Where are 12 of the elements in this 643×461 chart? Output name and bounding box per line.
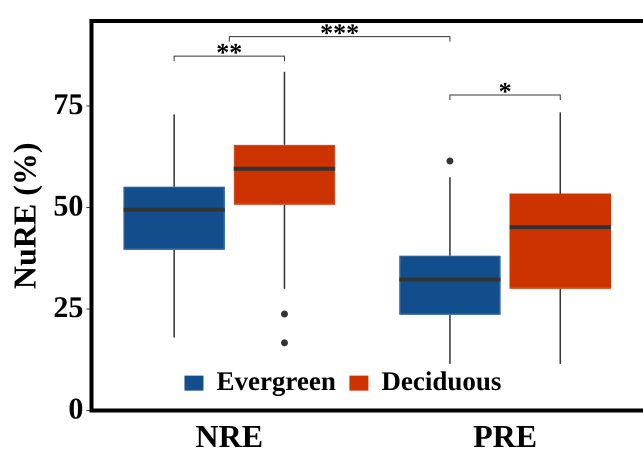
legend-label: Deciduous [381,366,502,396]
annotation: * [498,77,512,106]
legend-label: Evergreen [216,366,336,396]
y-tick-label: 25 [53,290,84,324]
y-tick-label: 0 [68,392,84,426]
annotation: ** [216,38,242,68]
y-tick-label: 75 [53,88,84,121]
annotation: *** [320,18,360,48]
y-tick-label: 50 [53,189,84,222]
x-tick-label: PRE [473,418,538,454]
y-axis-title: NuRE (%) [6,142,42,290]
x-tick-label: NRE [196,418,264,454]
